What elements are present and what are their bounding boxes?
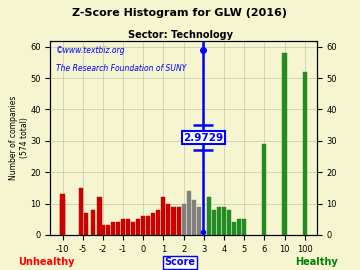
Text: Z-Score Histogram for GLW (2016): Z-Score Histogram for GLW (2016) [72, 8, 288, 18]
Bar [131, 222, 135, 235]
Bar [91, 210, 95, 235]
Bar [78, 188, 83, 235]
Bar [161, 197, 166, 235]
Bar [283, 53, 287, 235]
Text: ©www.textbiz.org: ©www.textbiz.org [56, 46, 125, 55]
Bar [98, 197, 102, 235]
Bar [136, 219, 140, 235]
Bar [207, 197, 211, 235]
Bar [181, 204, 186, 235]
Bar [217, 207, 221, 235]
Text: Unhealthy: Unhealthy [19, 257, 75, 267]
Y-axis label: Number of companies
(574 total): Number of companies (574 total) [9, 96, 29, 180]
Bar [222, 207, 226, 235]
Bar [106, 225, 110, 235]
Bar [242, 219, 246, 235]
Bar [171, 207, 176, 235]
Bar [126, 219, 130, 235]
Bar [101, 225, 105, 235]
Bar [197, 207, 201, 235]
Text: Score: Score [165, 257, 195, 267]
Bar [237, 219, 241, 235]
Text: 2.9729: 2.9729 [183, 133, 223, 143]
Bar [84, 213, 88, 235]
Bar [60, 200, 64, 235]
Bar [111, 222, 115, 235]
Bar [232, 222, 236, 235]
Bar [146, 216, 150, 235]
Bar [166, 204, 171, 235]
Bar [262, 144, 266, 235]
Bar [121, 219, 125, 235]
Bar [156, 210, 161, 235]
Text: Sector: Technology: Sector: Technology [127, 30, 233, 40]
Bar [303, 72, 307, 235]
Text: Healthy: Healthy [296, 257, 338, 267]
Bar [186, 191, 191, 235]
Bar [116, 222, 120, 235]
Text: The Research Foundation of SUNY: The Research Foundation of SUNY [56, 64, 186, 73]
Bar [141, 216, 145, 235]
Bar [192, 200, 196, 235]
Bar [151, 213, 156, 235]
Bar [60, 194, 64, 235]
Bar [212, 210, 216, 235]
Bar [227, 210, 231, 235]
Bar [176, 207, 181, 235]
